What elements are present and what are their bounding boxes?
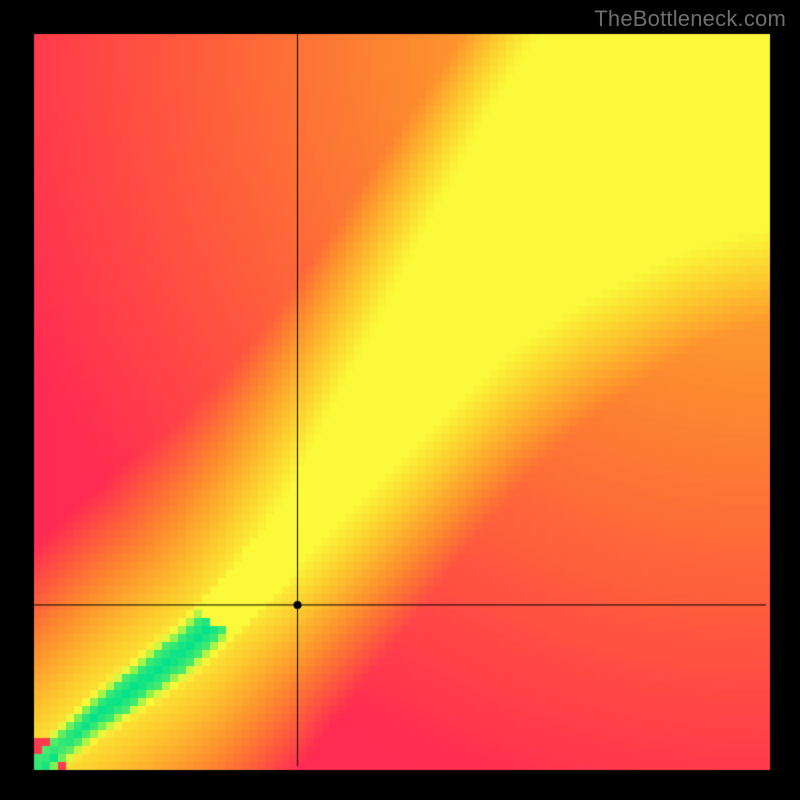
watermark-text: TheBottleneck.com	[594, 6, 786, 32]
bottleneck-heatmap-canvas	[0, 0, 800, 800]
chart-container: TheBottleneck.com	[0, 0, 800, 800]
